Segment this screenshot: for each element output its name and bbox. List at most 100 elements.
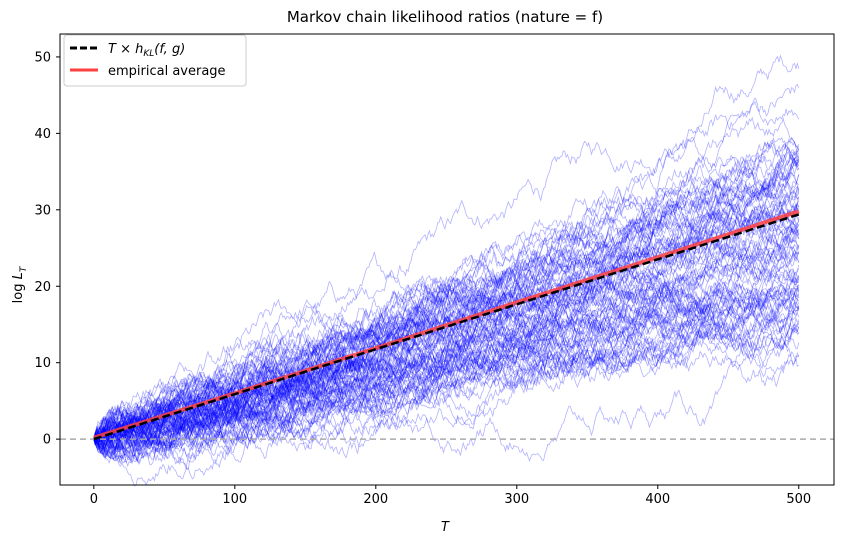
- simulation-path: [93, 314, 800, 455]
- simulation-path: [93, 187, 800, 446]
- simulation-path: [93, 291, 800, 445]
- simulation-path: [93, 191, 800, 459]
- simulation-path: [93, 246, 800, 459]
- simulation-path: [93, 138, 800, 440]
- simulation-path: [93, 282, 800, 442]
- simulation-path: [93, 299, 800, 450]
- simulation-path: [93, 54, 800, 440]
- simulation-path: [93, 316, 800, 463]
- simulation-path: [93, 223, 800, 451]
- x-tick-label: 400: [645, 492, 670, 507]
- simulation-path: [93, 221, 800, 453]
- simulation-path: [93, 179, 800, 446]
- simulation-path: [93, 241, 800, 443]
- simulation-path: [93, 230, 800, 447]
- simulation-path: [93, 237, 800, 466]
- simulation-path: [93, 271, 800, 456]
- simulation-path: [93, 264, 800, 455]
- simulation-path: [93, 297, 800, 452]
- plot-frame: [59, 33, 835, 486]
- simulation-path: [93, 317, 800, 460]
- simulation-path: [93, 248, 800, 455]
- simulation-path: [93, 187, 800, 440]
- legend-box: [63, 34, 247, 87]
- simulation-path: [93, 136, 800, 444]
- simulation-path: [93, 202, 800, 440]
- simulation-path: [93, 149, 800, 440]
- simulation-path: [93, 290, 800, 441]
- simulation-path: [93, 178, 800, 455]
- y-tick-label: 20: [34, 280, 51, 295]
- simulation-path: [93, 148, 800, 466]
- simulation-path: [93, 297, 800, 447]
- simulation-path: [93, 226, 800, 444]
- simulation-path: [93, 198, 800, 443]
- y-tick-label: 10: [34, 356, 51, 371]
- simulation-path: [93, 223, 799, 468]
- simulation-path: [93, 263, 800, 440]
- simulation-path: [93, 154, 800, 450]
- simulation-path: [93, 194, 800, 448]
- simulation-path: [93, 171, 800, 459]
- simulation-path: [93, 296, 800, 464]
- simulation-path: [93, 161, 800, 449]
- simulation-path: [93, 301, 800, 457]
- x-tick-label: 0: [90, 492, 98, 507]
- simulation-path: [93, 269, 799, 444]
- y-tick-label: 50: [34, 50, 51, 65]
- simulation-path: [93, 312, 800, 453]
- simulation-path: [93, 147, 800, 445]
- simulation-path: [93, 194, 800, 447]
- simulation-path: [93, 215, 800, 441]
- x-tick-label: 500: [786, 492, 811, 507]
- simulation-path: [93, 206, 800, 454]
- simulation-path: [93, 156, 800, 445]
- simulation-path: [93, 174, 800, 455]
- simulation-path: [93, 268, 800, 447]
- simulation-path: [93, 152, 800, 440]
- simulation-path: [93, 171, 800, 442]
- simulation-path: [93, 293, 800, 452]
- chart-title: Markov chain likelihood ratios (nature =…: [287, 8, 603, 26]
- simulation-path: [93, 275, 800, 458]
- simulation-path: [93, 294, 800, 457]
- simulation-path: [93, 186, 800, 457]
- simulation-path: [93, 282, 800, 440]
- y-tick-label: 30: [34, 203, 51, 218]
- svg-text:log LT: log LT: [11, 265, 29, 303]
- y-tick-label: 40: [34, 127, 51, 142]
- y-axis-label: log LT: [11, 265, 29, 303]
- simulation-path: [93, 279, 800, 449]
- simulation-path: [93, 279, 800, 450]
- x-axis-ticks: 0 100 200 300 400 500: [90, 485, 811, 507]
- simulation-path: [93, 251, 800, 440]
- x-tick-label: 300: [504, 492, 529, 507]
- simulation-paths: [93, 54, 800, 487]
- simulation-path: [93, 311, 800, 447]
- legend-label-theory: T × hKL(f, g): [108, 42, 185, 59]
- simulation-path: [93, 205, 800, 465]
- simulation-path: [93, 328, 800, 462]
- simulation-path: [93, 311, 800, 470]
- simulation-path: [93, 144, 800, 464]
- simulation-path: [93, 235, 800, 466]
- simulation-path: [93, 246, 800, 459]
- simulation-path: [93, 160, 800, 451]
- simulation-path: [93, 358, 800, 463]
- simulation-path: [93, 288, 800, 440]
- simulation-path: [93, 146, 800, 442]
- legend: T × hKL(f, g) empirical average: [63, 34, 247, 87]
- x-axis-label: T: [441, 520, 450, 535]
- y-axis-ticks: 0 10 20 30 40 50: [34, 50, 60, 448]
- simulation-path: [93, 141, 800, 440]
- simulation-path: [93, 229, 799, 441]
- series-layer: [93, 209, 800, 441]
- simulation-path: [93, 154, 800, 463]
- simulation-path: [93, 196, 800, 461]
- simulation-path: [93, 273, 800, 440]
- simulation-path: [93, 183, 800, 449]
- x-tick-label: 200: [363, 492, 388, 507]
- simulation-path: [93, 97, 800, 441]
- simulation-path: [93, 224, 800, 449]
